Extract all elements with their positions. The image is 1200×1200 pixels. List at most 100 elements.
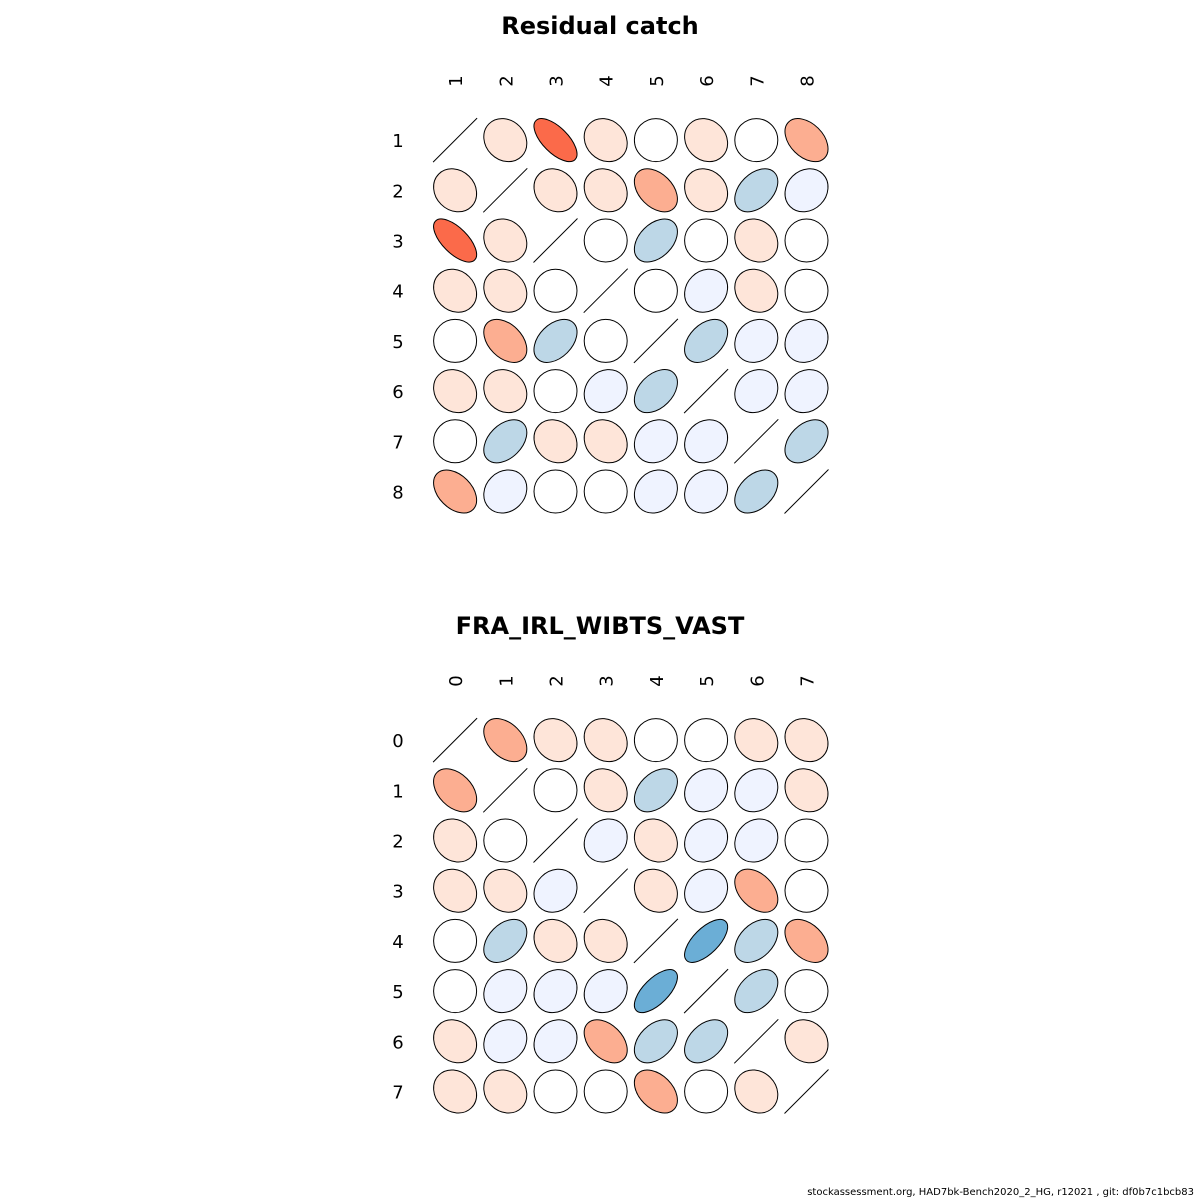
correlation-ellipse [633, 768, 678, 813]
correlation-ellipse [784, 369, 829, 414]
column-label: 1 [446, 75, 467, 86]
correlation-ellipse [583, 118, 628, 163]
correlation-ellipse [633, 218, 678, 263]
correlation-ellipse [433, 1019, 478, 1064]
column-label: 5 [697, 675, 718, 686]
row-label: 8 [392, 483, 403, 504]
column-label: 5 [647, 75, 668, 86]
diagonal-line [432, 117, 478, 163]
correlation-ellipse [734, 118, 779, 163]
correlation-ellipse [633, 1019, 678, 1064]
correlation-ellipse [483, 369, 528, 414]
correlation-ellipse [633, 818, 678, 863]
correlation-ellipse [734, 818, 779, 863]
panel-title: FRA_IRL_WIBTS_VAST [456, 612, 745, 640]
correlation-ellipse [784, 868, 829, 913]
correlation-ellipse [433, 469, 478, 514]
correlation-ellipse [784, 318, 829, 363]
row-label: 3 [392, 232, 403, 253]
row-label: 2 [392, 181, 403, 202]
correlation-ellipse [583, 369, 628, 414]
correlation-ellipse [533, 369, 578, 414]
correlation-ellipse [533, 268, 578, 313]
correlation-ellipse [734, 718, 779, 763]
diagonal-line [633, 918, 679, 964]
correlation-ellipse [483, 469, 528, 514]
column-label: 4 [597, 75, 618, 86]
correlation-ellipse [784, 768, 829, 813]
correlation-ellipse [583, 818, 628, 863]
diagonal-line [784, 1069, 829, 1114]
footer-text: stockassessment.org, HAD7bk-Bench2020_2_… [807, 1187, 1194, 1198]
column-label: 6 [747, 675, 768, 686]
correlation-ellipse [483, 868, 528, 913]
diagonal-line [683, 368, 729, 414]
row-label: 7 [392, 432, 403, 453]
diagonal-line [683, 968, 729, 1014]
correlation-ellipse [483, 218, 528, 263]
correlation-ellipse [483, 268, 528, 313]
row-label: 7 [392, 1083, 403, 1104]
correlation-ellipse [633, 168, 678, 213]
correlation-ellipse [784, 168, 829, 213]
correlation-ellipse [583, 1069, 628, 1114]
correlation-ellipse [633, 868, 678, 913]
correlation-ellipse [734, 268, 779, 313]
correlation-ellipse [583, 1019, 628, 1064]
panel-1: Residual catch 1 1 2 2 3 3 4 4 5 5 6 6 7 7 8 8 [392, 12, 829, 514]
column-label: 2 [496, 75, 517, 86]
correlation-ellipse [583, 419, 628, 464]
panel-2: FRA_IRL_WIBTS_VAST 0 0 1 1 2 2 3 3 4 4 5 5 6 6 7 7 [392, 612, 829, 1114]
correlation-ellipse [784, 118, 829, 163]
row-label: 0 [392, 731, 403, 752]
correlation-ellipse [583, 218, 628, 263]
correlation-ellipse [533, 868, 578, 913]
row-label: 1 [392, 131, 403, 152]
correlation-ellipse [483, 1069, 528, 1114]
correlation-ellipse [433, 168, 478, 213]
correlation-ellipse [533, 969, 578, 1014]
correlation-ellipse [633, 118, 678, 163]
correlation-ellipse [684, 218, 729, 263]
diagonal-line [432, 717, 478, 763]
row-label: 1 [392, 781, 403, 802]
correlation-ellipse [684, 868, 729, 913]
correlation-ellipse [433, 918, 478, 963]
correlation-ellipse [633, 268, 678, 313]
column-label: 2 [547, 675, 568, 686]
correlation-ellipse [583, 918, 628, 963]
correlation-ellipse [583, 768, 628, 813]
correlation-ellipse [483, 118, 528, 163]
correlation-ellipse [533, 1019, 578, 1064]
correlation-ellipse [433, 369, 478, 414]
column-label: 7 [798, 675, 819, 686]
correlation-ellipse [533, 469, 578, 514]
correlation-ellipse [684, 168, 729, 213]
correlation-ellipse [734, 168, 779, 213]
correlation-ellipse [533, 118, 578, 163]
correlation-ellipse [433, 1069, 478, 1114]
correlation-ellipse [684, 918, 729, 963]
diagonal-line [533, 218, 578, 263]
correlation-ellipse [633, 369, 678, 414]
correlation-ellipse [684, 718, 729, 763]
column-label: 3 [547, 75, 568, 86]
correlation-ellipse [633, 969, 678, 1014]
correlation-ellipse [684, 268, 729, 313]
correlation-ellipse [483, 918, 528, 963]
correlation-ellipse [633, 419, 678, 464]
row-label: 3 [392, 882, 403, 903]
row-label: 5 [392, 332, 403, 353]
column-label: 4 [647, 675, 668, 686]
diagonal-line [583, 868, 629, 914]
correlation-ellipse [684, 469, 729, 514]
correlation-ellipse [433, 318, 478, 363]
row-label: 4 [392, 932, 403, 953]
correlation-ellipse [684, 768, 729, 813]
correlation-ellipse [784, 918, 829, 963]
correlation-ellipse [784, 218, 829, 263]
correlation-ellipse [483, 718, 528, 763]
correlation-ellipse [633, 1069, 678, 1114]
diagonal-line [583, 268, 629, 314]
